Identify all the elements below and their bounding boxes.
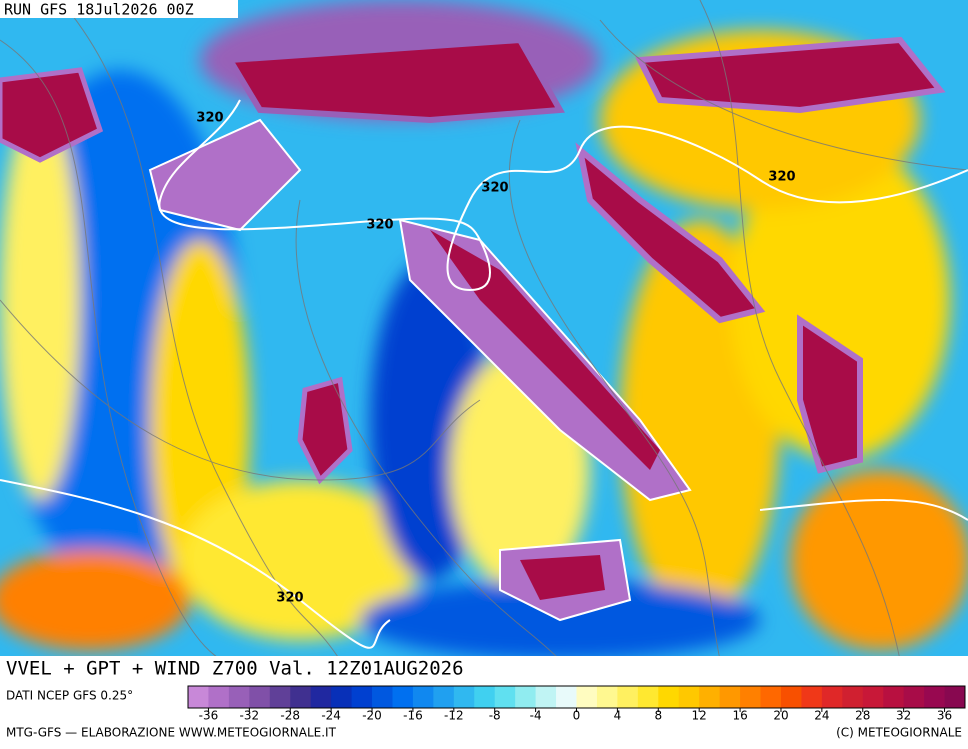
footer-left: MTG-GFS — ELABORAZIONE WWW.METEOGIORNALE… [6,726,337,740]
colorbar-swatch [269,686,291,708]
colorbar-swatch [208,686,230,708]
contour-label: 320 [481,181,508,196]
field-blobs [0,0,968,656]
map-field: 320 320 320 320 320 [0,0,968,656]
colorbar-tick-label: -12 [444,709,464,723]
contour-label: 320 [276,591,303,606]
colorbar-swatch [494,686,516,708]
colorbar-tick-label: 4 [614,709,622,723]
colorbar-tick-label: -16 [403,709,423,723]
colorbar-tick-label: -8 [489,709,501,723]
colorbar-swatch [658,686,680,708]
product-label: VVEL + GPT + WIND Z700 Val. 12Z01AUG2026 [6,658,464,680]
colorbar-swatch [331,686,353,708]
contour-label: 320 [768,170,795,185]
colorbar-swatch [433,686,455,708]
colorbar-swatch [760,686,782,708]
run-label: RUN GFS 18Jul2026 00Z [4,1,194,19]
colorbar-tick-label: -24 [321,709,341,723]
colorbar-tick-label: 32 [896,709,911,723]
contour-label: 320 [366,218,393,233]
colorbar-swatch [924,686,946,708]
colorbar-tick-label: 12 [692,709,707,723]
colorbar-swatch [821,686,843,708]
streamlines [0,0,968,656]
colorbar-swatch [617,686,639,708]
colorbar-swatch [453,686,475,708]
run-box [0,0,238,18]
colorbar-tick-label: 36 [937,709,952,723]
colorbar-tick-label: 8 [654,709,662,723]
colorbar-tick-label: 28 [855,709,870,723]
colorbar-swatch [535,686,557,708]
colorbar-swatch [862,686,884,708]
colorbar-tick-label: -36 [199,709,219,723]
colorbar-tick-label: -28 [280,709,300,723]
colorbar-swatch [719,686,741,708]
colorbar-swatch [474,686,496,708]
colorbar-swatch [249,686,271,708]
colorbar-tick-label: -32 [240,709,260,723]
colorbar-swatch [801,686,823,708]
colorbar-swatch [780,686,802,708]
source-label: DATI NCEP GFS 0.25° [6,689,133,703]
colorbar-swatch [842,686,864,708]
colorbar-tick-label: 0 [573,709,581,723]
footer-right: (C) METEOGIORNALE [836,726,962,740]
gpt-contour [0,99,968,649]
colorbar: -36 -32 -28 -24 -20 -16 -12 -8 -4 0 4 8 12 16 20 24 28 32… [187,685,966,723]
colorbar-swatch [290,686,312,708]
colorbar-swatch [883,686,905,708]
colorbar-tick-label: 20 [773,709,788,723]
colorbar-swatch [740,686,762,708]
colorbar-tick-label: 24 [814,709,829,723]
colorbar-swatch [412,686,434,708]
colorbar-swatch [699,686,721,708]
colorbar-tick-label: -20 [362,709,382,723]
colorbar-tick-label: 16 [732,709,747,723]
colorbar-swatch [903,686,925,708]
colorbar-swatch [576,686,598,708]
colorbar-swatch [944,686,966,708]
colorbar-swatch [392,686,414,708]
colorbar-swatch [637,686,659,708]
contour-label: 320 [196,111,223,126]
colorbar-swatch [310,686,332,708]
colorbar-swatch [228,686,250,708]
contour-labels: 320 320 320 320 320 [196,111,795,606]
colorbar-swatch [188,686,209,708]
colorbar-swatch [372,686,393,708]
colorbar-swatch [515,686,537,708]
colorbar-swatch [678,686,700,708]
colorbar-swatch [596,686,618,708]
colorbar-swatch [351,686,373,708]
colorbar-tick-label: -4 [530,709,542,723]
colorbar-swatch [556,686,577,708]
